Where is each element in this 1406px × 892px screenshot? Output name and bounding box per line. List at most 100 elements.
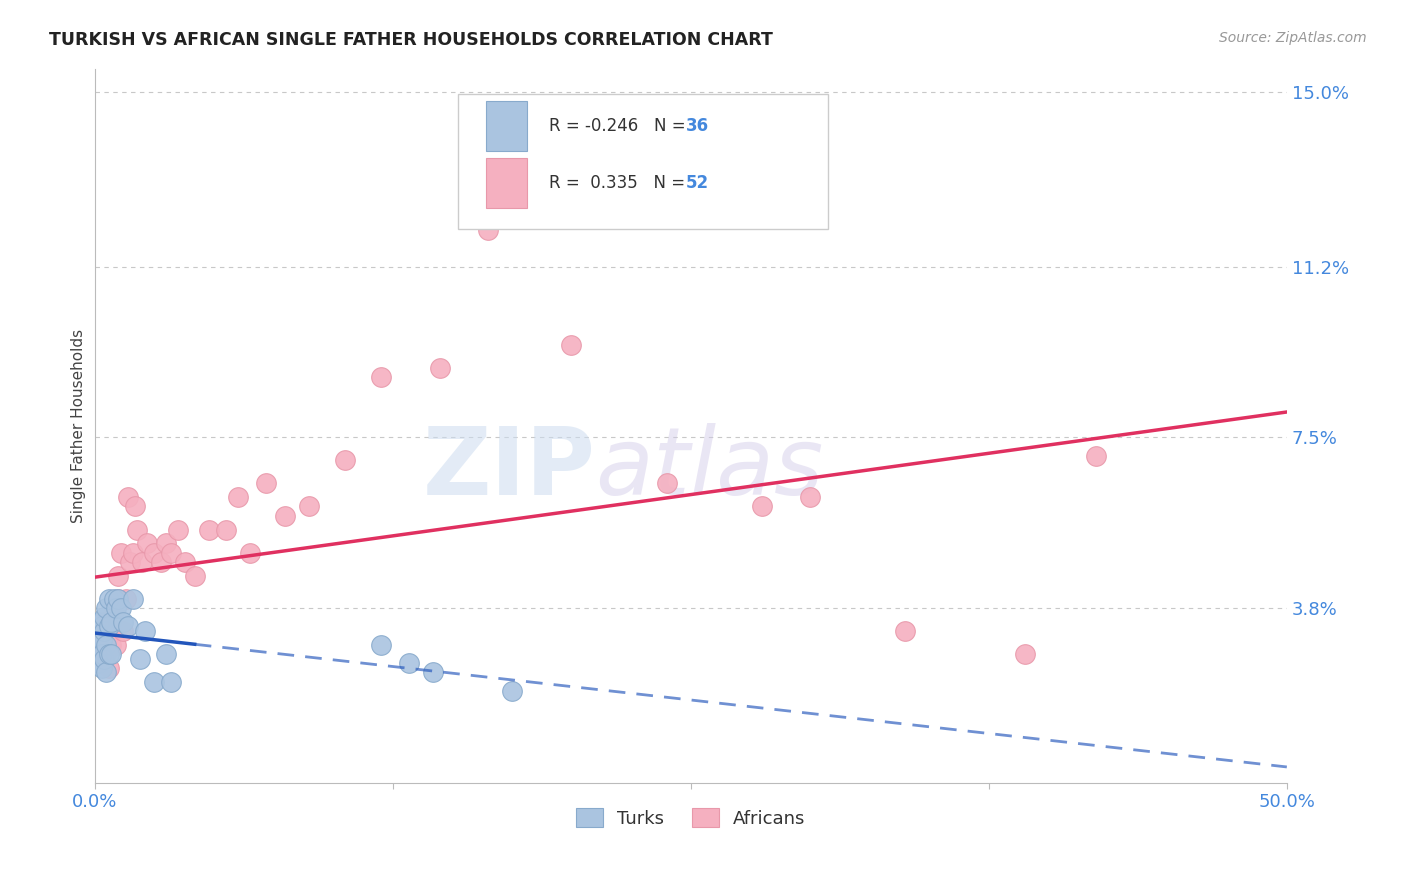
- Point: [112, 624, 135, 638]
- FancyBboxPatch shape: [485, 101, 527, 151]
- Text: Source: ZipAtlas.com: Source: ZipAtlas.com: [1219, 31, 1367, 45]
- Point: [105, 600, 128, 615]
- Point: [655, 476, 678, 491]
- Point: [215, 523, 238, 537]
- Text: R = -0.246   N =: R = -0.246 N =: [548, 117, 690, 135]
- Point: [131, 555, 153, 569]
- Point: [110, 600, 132, 615]
- Point: [160, 674, 183, 689]
- Point: [97, 624, 120, 638]
- Point: [121, 591, 143, 606]
- Point: [93, 610, 115, 624]
- Point: [93, 624, 115, 638]
- Point: [370, 370, 392, 384]
- Point: [90, 661, 112, 675]
- Point: [96, 665, 118, 680]
- Point: [1085, 449, 1108, 463]
- Point: [89, 628, 111, 642]
- Legend: Turks, Africans: Turks, Africans: [568, 801, 813, 835]
- Point: [174, 555, 197, 569]
- Point: [143, 674, 166, 689]
- Point: [117, 619, 139, 633]
- Point: [155, 536, 177, 550]
- Point: [121, 545, 143, 559]
- Point: [155, 647, 177, 661]
- Point: [143, 545, 166, 559]
- Point: [117, 490, 139, 504]
- Point: [124, 500, 146, 514]
- Point: [96, 647, 118, 661]
- Text: 36: 36: [686, 117, 709, 135]
- Point: [103, 591, 125, 606]
- Point: [160, 545, 183, 559]
- Point: [100, 615, 122, 629]
- Point: [167, 523, 190, 537]
- Text: ZIP: ZIP: [422, 423, 595, 515]
- Point: [89, 615, 111, 629]
- Point: [298, 500, 321, 514]
- Point: [120, 555, 142, 569]
- Point: [90, 647, 112, 661]
- Point: [107, 591, 129, 606]
- Point: [86, 624, 108, 638]
- Point: [128, 651, 150, 665]
- Point: [90, 633, 112, 648]
- Point: [799, 490, 821, 504]
- Point: [226, 490, 249, 504]
- Point: [93, 638, 115, 652]
- Point: [96, 628, 118, 642]
- Point: [429, 361, 451, 376]
- Point: [183, 568, 205, 582]
- Point: [198, 523, 221, 537]
- Point: [127, 523, 149, 537]
- Point: [103, 624, 125, 638]
- Point: [90, 619, 112, 633]
- Point: [97, 647, 120, 661]
- Point: [86, 638, 108, 652]
- Point: [107, 568, 129, 582]
- Point: [1014, 647, 1036, 661]
- Point: [477, 223, 499, 237]
- Point: [96, 600, 118, 615]
- Text: TURKISH VS AFRICAN SINGLE FATHER HOUSEHOLDS CORRELATION CHART: TURKISH VS AFRICAN SINGLE FATHER HOUSEHO…: [49, 31, 773, 49]
- Point: [560, 338, 582, 352]
- Point: [97, 591, 120, 606]
- Point: [110, 545, 132, 559]
- Point: [90, 647, 112, 661]
- Point: [93, 651, 115, 665]
- Point: [90, 615, 112, 629]
- Point: [114, 591, 136, 606]
- Point: [112, 615, 135, 629]
- Text: R =  0.335   N =: R = 0.335 N =: [548, 174, 690, 192]
- Text: 52: 52: [686, 174, 709, 192]
- Text: atlas: atlas: [595, 423, 824, 514]
- Point: [105, 638, 128, 652]
- Point: [422, 665, 444, 680]
- FancyBboxPatch shape: [485, 158, 527, 208]
- Point: [100, 647, 122, 661]
- Point: [274, 508, 297, 523]
- Point: [894, 624, 917, 638]
- Point: [134, 624, 156, 638]
- FancyBboxPatch shape: [458, 94, 828, 229]
- Point: [100, 638, 122, 652]
- Point: [96, 638, 118, 652]
- Point: [254, 476, 277, 491]
- Point: [97, 661, 120, 675]
- Y-axis label: Single Father Households: Single Father Households: [72, 329, 86, 523]
- Point: [239, 545, 262, 559]
- Point: [333, 453, 356, 467]
- Point: [93, 624, 115, 638]
- Point: [107, 591, 129, 606]
- Point: [89, 647, 111, 661]
- Point: [89, 656, 111, 670]
- Point: [150, 555, 173, 569]
- Point: [398, 656, 420, 670]
- Point: [97, 619, 120, 633]
- Point: [103, 600, 125, 615]
- Point: [370, 638, 392, 652]
- Point: [751, 500, 773, 514]
- Point: [86, 647, 108, 661]
- Point: [136, 536, 159, 550]
- Point: [89, 624, 111, 638]
